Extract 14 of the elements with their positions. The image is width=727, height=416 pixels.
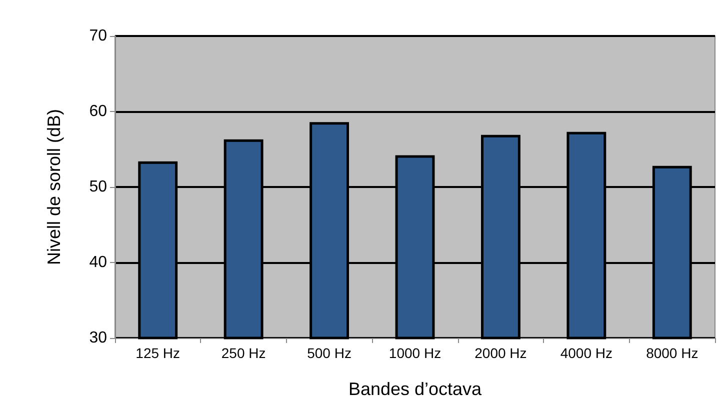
y-tick-label: 30 — [89, 330, 108, 346]
x-tick-label: 125 Hz — [136, 345, 180, 361]
x-tick-label: 250 Hz — [221, 345, 266, 361]
y-tick-label: 40 — [89, 254, 108, 271]
x-tick-label: 8000 Hz — [646, 345, 698, 361]
y-tick-label: 70 — [89, 28, 108, 44]
x-axis-title: Bandes d’octava — [348, 379, 483, 399]
x-tick-label: 1000 Hz — [388, 345, 442, 361]
y-axis-title: Nivell de soroll (dB) — [44, 108, 64, 266]
y-tick-label: 50 — [89, 178, 108, 196]
y-tick-label: 60 — [89, 103, 108, 120]
x-tick-label: 500 Hz — [307, 345, 352, 361]
x-tick-label: 2000 Hz — [474, 345, 527, 361]
x-tick-label: 4000 Hz — [560, 345, 613, 361]
